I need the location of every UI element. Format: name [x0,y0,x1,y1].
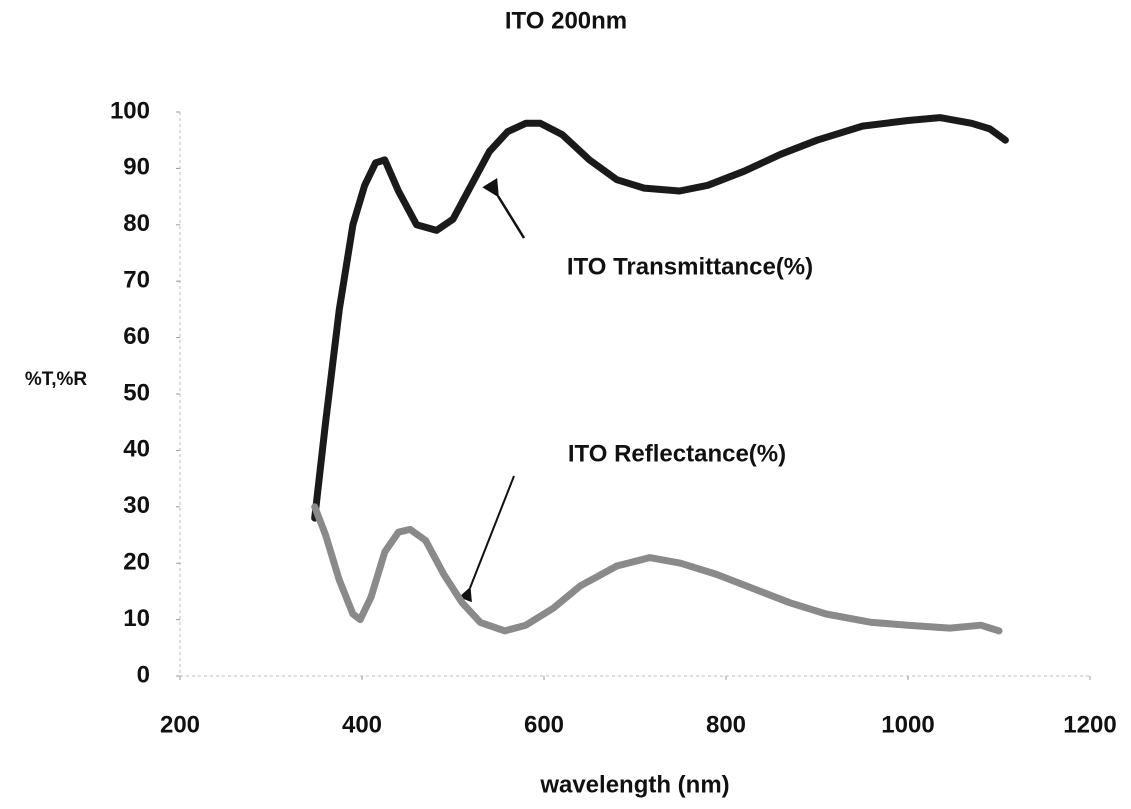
y-tick-label: 90 [123,154,150,181]
y-axis-label: %T,%R [25,369,88,390]
y-tick-label: 60 [123,323,150,350]
x-tick-label: 200 [160,711,200,738]
y-tick-label: 50 [123,379,150,406]
y-tick-label: 20 [123,549,150,576]
x-tick-label: 800 [706,711,746,738]
x-tick-label: 400 [342,711,382,738]
annotation-arrow [458,475,515,603]
y-tick-label: 40 [123,436,150,463]
y-tick-label: 30 [123,492,150,519]
x-tick-label: 1200 [1063,711,1116,738]
y-tick-label: 0 [137,661,150,688]
annotation-arrow [482,178,526,239]
series-line [311,114,1009,522]
y-tick-label: 80 [123,210,150,237]
series-line [311,503,1003,635]
x-tick-label: 1000 [881,711,934,738]
y-tick-label: 100 [110,97,150,124]
annotation: ITO Transmittance(%) [567,253,813,280]
chart-title: ITO 200nm [505,7,627,34]
x-tick-label: 600 [524,711,564,738]
annotation: ITO Reflectance(%) [568,440,786,467]
x-axis-label: wavelength (nm) [539,771,729,798]
y-tick-label: 70 [123,267,150,294]
y-tick-label: 10 [123,605,150,632]
